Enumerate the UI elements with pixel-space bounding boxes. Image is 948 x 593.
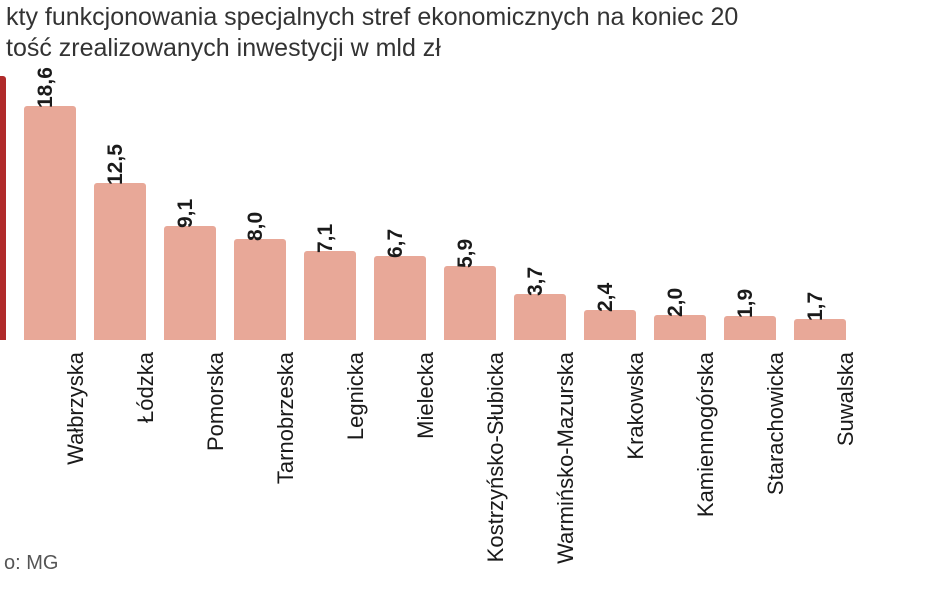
category-label: Suwalska (833, 352, 859, 446)
bar-value-label: 12,5 (104, 144, 128, 185)
bar (234, 239, 286, 340)
bar (24, 106, 76, 340)
chart-container: kty funkcjonowania specjalnych stref eko… (0, 0, 948, 593)
category-label: Krakowska (623, 352, 649, 460)
category-label: Kostrzyńsko-Słubicka (483, 352, 509, 562)
category-label: Mielecka (413, 352, 439, 439)
bar (514, 294, 566, 341)
bar (654, 315, 706, 340)
bar-value-label: 18,6 (34, 67, 58, 108)
bar-value-label: 2,0 (664, 288, 688, 317)
bar-value-label: 1,7 (804, 291, 828, 320)
category-label: Kamiennogórska (693, 352, 719, 517)
bar (304, 251, 356, 340)
bar (0, 76, 6, 340)
bar (164, 226, 216, 340)
source-text: o: MG (4, 552, 58, 575)
title-line-1: kty funkcjonowania specjalnych stref eko… (6, 2, 948, 33)
bar-value-label: 8,0 (244, 212, 268, 241)
category-label: Legnicka (343, 352, 369, 440)
bar (794, 319, 846, 340)
bar (584, 310, 636, 340)
category-label: Tarnobrzeska (273, 352, 299, 484)
category-label: Warmińsko-Mazurska (553, 352, 579, 564)
bar (94, 183, 146, 340)
category-label: Wałbrzyska (63, 352, 89, 465)
chart-title: kty funkcjonowania specjalnych stref eko… (0, 2, 948, 65)
title-line-2: tość zrealizowanych inwestycji w mld zł (6, 33, 948, 64)
category-label: Starachowicka (763, 352, 789, 495)
bar-value-label: 7,1 (314, 224, 338, 253)
bar-value-label: 6,7 (384, 229, 408, 258)
plot-area: 18,612,59,18,07,16,75,93,72,42,01,91,7 (0, 76, 948, 340)
bar (444, 266, 496, 340)
category-label: Pomorska (203, 352, 229, 451)
bar-value-label: 9,1 (174, 198, 198, 227)
bar-value-label: 2,4 (594, 283, 618, 312)
bar (724, 316, 776, 340)
bar-value-label: 1,9 (734, 289, 758, 318)
bar-value-label: 5,9 (454, 239, 478, 268)
category-label: Łódzka (133, 352, 159, 423)
bar (374, 256, 426, 340)
bar-value-label: 3,7 (524, 266, 548, 295)
